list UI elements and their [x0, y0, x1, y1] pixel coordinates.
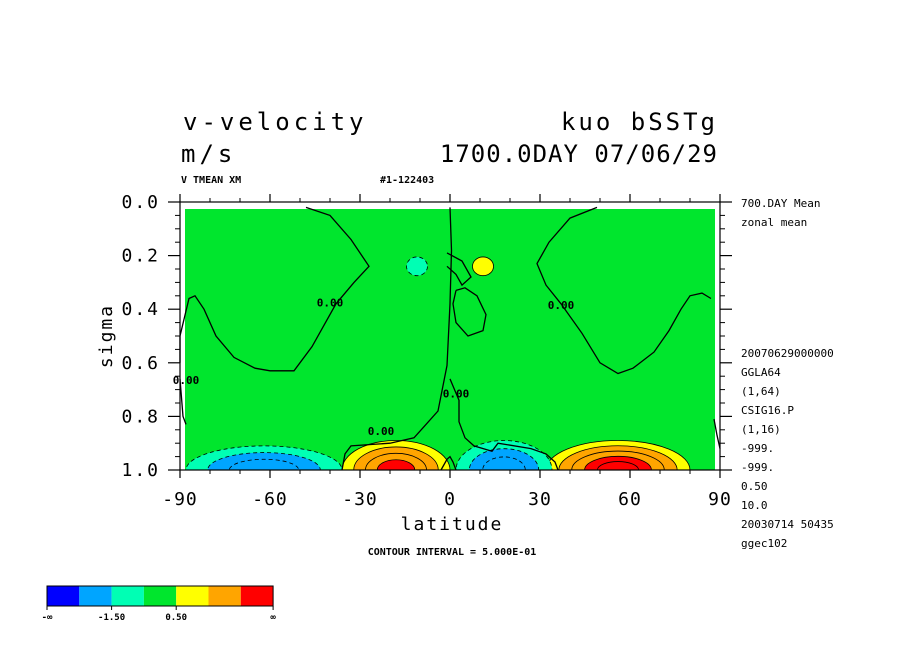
negative-cell-2-level-0 [406, 256, 428, 277]
side-label-bottom: (1,64) [741, 385, 781, 398]
zero-contour-2 [341, 207, 453, 471]
zero-contours [179, 206, 721, 471]
positive-cell-1-level-4 [597, 461, 639, 470]
colorbar-swatch [79, 586, 112, 606]
side-label-top: 700.DAY Mean [741, 197, 820, 210]
x-tick-label: 0 [444, 489, 456, 510]
positive-cell-0-level-3 [376, 459, 416, 470]
y-axis-label: sigma [96, 304, 117, 368]
x-tick-label: -60 [252, 489, 288, 510]
zero-contour-7 [536, 206, 712, 375]
colorbar-swatch [208, 586, 241, 606]
zero-contour-8 [713, 418, 721, 449]
side-label-bottom: 20030714 50435 [741, 518, 834, 531]
side-labels-bottom: 20070629000000 GGLA64 (1,64) CSIG16.P (1,16)… [741, 347, 834, 550]
title-left: v-velocity [183, 108, 368, 136]
side-label-top: zonal mean [741, 216, 807, 229]
zero-contour-1 [179, 378, 187, 425]
side-label-bottom: GGLA64 [741, 366, 781, 379]
x-tick-label: 60 [618, 489, 642, 510]
variable-label: V TMEAN XM [181, 175, 241, 186]
contour-label: 0.00 [173, 374, 200, 387]
y-tick-label: 0.2 [121, 246, 160, 267]
x-axis-label: latitude [401, 514, 504, 535]
side-label-bottom: (1,16) [741, 423, 781, 436]
zero-contour-6 [440, 455, 457, 471]
x-tick-label: 90 [708, 489, 732, 510]
contour-plot: 0.00 0.00 0.00 0.00 0.00 -90 -60 -30 0 30 60 90 0.… [96, 192, 732, 535]
colorbar-label: 0.50 [165, 613, 187, 623]
zero-contour-3 [446, 252, 472, 287]
units-label: m/s [181, 140, 236, 168]
colorbar-swatch [240, 586, 274, 606]
side-label-bottom: ggec102 [741, 537, 787, 550]
y-tick-label: 0.8 [121, 406, 160, 427]
x-tick-label: -30 [342, 489, 378, 510]
axis-ticks [168, 194, 732, 478]
colorbar-swatch [111, 586, 144, 606]
x-tick-label: -90 [162, 489, 198, 510]
colorbar-swatch [143, 586, 177, 606]
contour-cells [185, 256, 691, 470]
contour-label: 0.00 [368, 425, 395, 438]
y-tick-labels: 0.0 0.2 0.4 0.6 0.8 1.0 [121, 192, 160, 481]
run-id-label: #1-122403 [380, 175, 434, 186]
colorbar-frame [46, 585, 274, 607]
side-label-bottom: 20070629000000 [741, 347, 834, 360]
colorbar-swatch [176, 586, 209, 606]
side-label-bottom: 10.0 [741, 499, 768, 512]
x-tick-label: 30 [528, 489, 552, 510]
zero-contour-4 [452, 287, 487, 337]
x-tick-labels: -90 -60 -30 0 30 60 90 [162, 489, 732, 510]
zero-contour-0 [179, 206, 370, 372]
y-tick-label: 0.4 [121, 299, 160, 320]
contour-label: 0.00 [317, 297, 344, 310]
colorbar-label: -1.50 [98, 613, 125, 623]
colorbar: -∞ -1.50 0.50 ∞ [42, 585, 276, 623]
zero-contour-5 [449, 378, 559, 471]
datetime-label: 1700.0DAY 07/06/29 [440, 140, 718, 168]
y-tick-label: 0.6 [121, 353, 160, 374]
contour-label: 0.00 [443, 388, 470, 401]
side-label-bottom: -999. [741, 442, 774, 455]
side-labels-top: 700.DAY Mean zonal mean [741, 197, 820, 229]
contour-interval-label: CONTOUR INTERVAL = 5.000E-01 [368, 547, 537, 558]
side-label-bottom: CSIG16.P [741, 404, 794, 417]
title-right: kuo bSSTg [561, 108, 718, 136]
colorbar-label: ∞ [270, 613, 276, 623]
positive-cell-2-level-0 [472, 256, 494, 277]
y-tick-label: 1.0 [121, 460, 160, 481]
contour-label: 0.00 [548, 299, 575, 312]
contour-labels: 0.00 0.00 0.00 0.00 0.00 [173, 297, 575, 439]
y-tick-label: 0.0 [121, 192, 160, 213]
side-label-bottom: 0.50 [741, 480, 768, 493]
field-background [185, 209, 715, 470]
colorbar-label: -∞ [42, 613, 53, 623]
colorbar-swatch [47, 586, 80, 606]
side-label-bottom: -999. [741, 461, 774, 474]
